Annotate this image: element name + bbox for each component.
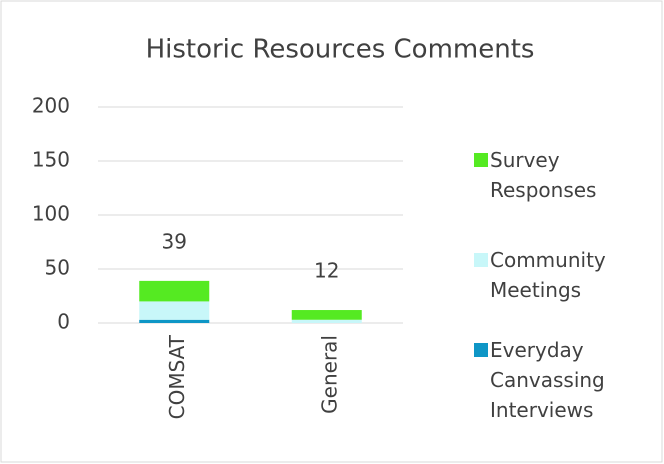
legend-entry: Survey Responses [474,145,644,205]
legend-label: Survey Responses [490,148,597,202]
y-tick-label: 200 [32,94,70,118]
total-label: 12 [314,259,339,283]
bar-segment [291,319,362,323]
legend-label: Everyday Canvassing Interviews [490,338,605,422]
legend-entry: Community Meetings [474,245,644,305]
bar-segment [139,319,210,323]
x-tick-label: COMSAT [165,334,189,419]
legend-swatch [474,253,488,267]
bar-segment [139,301,210,320]
y-tick-label: 150 [32,148,70,172]
y-tick-label: 50 [45,256,70,280]
y-tick-label: 0 [57,310,70,334]
legend-swatch [474,343,488,357]
x-tick-label: General [317,335,341,414]
bar-segment [139,280,210,302]
legend-label: Community Meetings [490,248,606,302]
chart-title: Historic Resources Comments [146,35,535,65]
legend-entry: Everyday Canvassing Interviews [474,335,644,425]
total-label: 39 [162,229,187,253]
legend-swatch [474,153,488,167]
bar-segment [291,310,362,320]
y-tick-label: 100 [32,202,70,226]
